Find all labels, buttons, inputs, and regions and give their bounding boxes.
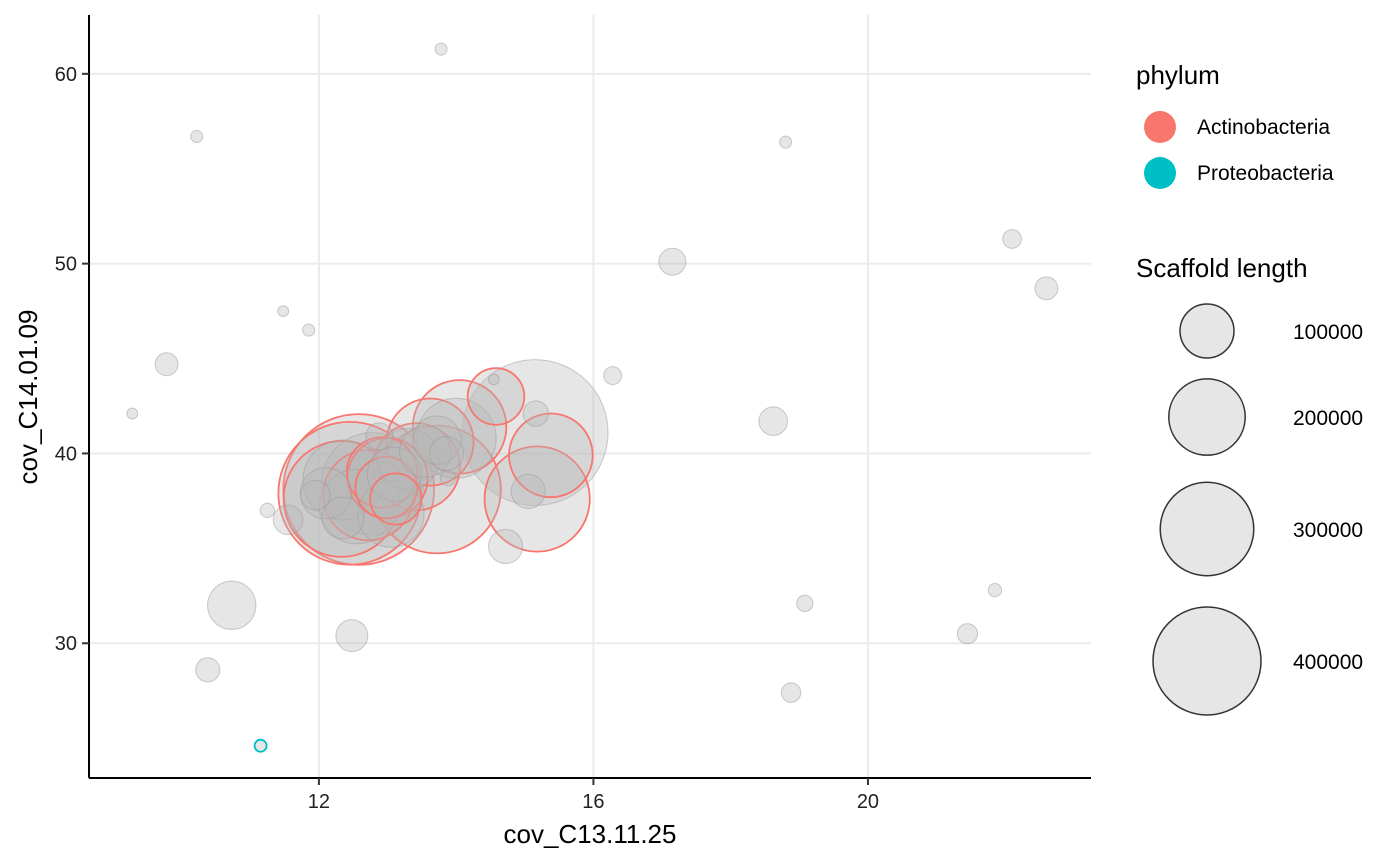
data-point <box>376 427 440 491</box>
legend-label-proteobacteria: Proteobacteria <box>1197 162 1334 185</box>
data-points <box>126 42 1059 753</box>
data-point <box>321 496 365 540</box>
legend-label-actinobacteria: Actinobacteria <box>1197 116 1330 139</box>
data-point <box>461 359 609 507</box>
data-point <box>796 594 814 612</box>
y-axis-ticks: 30 40 50 60 <box>55 64 89 655</box>
x-tick-label: 16 <box>582 791 604 813</box>
data-point <box>190 129 204 144</box>
data-point <box>658 247 687 276</box>
data-point <box>365 422 394 451</box>
legend-size-key <box>1179 303 1235 359</box>
data-point <box>154 352 179 377</box>
data-point <box>522 400 549 427</box>
data-point <box>987 582 1003 598</box>
legend-phylum: phylum Actinobacteria Proteobacteria <box>1136 60 1334 189</box>
data-point <box>758 406 789 436</box>
data-point <box>320 432 425 536</box>
data-point <box>956 623 979 645</box>
data-point <box>302 323 316 337</box>
data-point <box>779 135 793 149</box>
data-point <box>126 407 139 420</box>
data-point <box>195 657 221 683</box>
x-tick-label: 20 <box>857 791 879 813</box>
data-point <box>488 528 524 565</box>
data-point <box>510 473 546 509</box>
data-point <box>780 682 802 703</box>
data-point <box>259 502 276 519</box>
legend-size-key <box>1159 481 1255 577</box>
y-tick-label: 50 <box>55 254 77 276</box>
data-point <box>335 619 369 653</box>
legend-size-title: Scaffold length <box>1136 253 1308 283</box>
legend-scaffold-length: Scaffold length 100000 200000 300000 400000 <box>1136 253 1363 716</box>
data-point <box>508 412 594 499</box>
data-point <box>603 366 623 386</box>
data-point <box>439 469 457 487</box>
y-tick-label: 40 <box>55 443 77 465</box>
data-point <box>253 738 268 753</box>
data-point <box>277 305 290 317</box>
data-point <box>428 435 465 472</box>
data-point <box>488 373 500 386</box>
data-point <box>366 446 422 502</box>
legend-size-label: 400000 <box>1293 651 1363 674</box>
data-point <box>207 580 257 630</box>
legend-size-label: 100000 <box>1293 321 1363 344</box>
data-point <box>412 415 462 465</box>
x-tick-label: 12 <box>308 791 330 813</box>
y-axis-title: cov_C14.01.09 <box>13 310 43 485</box>
legend-size-key <box>1152 606 1262 716</box>
y-tick-label: 60 <box>55 64 77 86</box>
data-point <box>466 367 526 426</box>
legend-size-label: 300000 <box>1293 519 1363 542</box>
data-point <box>369 472 423 526</box>
x-axis-ticks: 12 16 20 <box>308 778 879 813</box>
data-point <box>385 397 475 487</box>
data-point <box>483 445 591 553</box>
y-tick-label: 30 <box>55 633 77 655</box>
data-point <box>1002 229 1022 249</box>
axes <box>88 15 1091 779</box>
data-point <box>1034 276 1059 301</box>
data-point <box>272 504 304 536</box>
x-axis-title: cov_C13.11.25 <box>504 819 677 849</box>
legend-size-label: 200000 <box>1293 407 1363 430</box>
legend-phylum-title: phylum <box>1136 60 1220 90</box>
data-point <box>415 397 497 479</box>
legend-size-key <box>1168 378 1246 456</box>
data-point <box>434 42 448 56</box>
legend-key-actinobacteria <box>1144 111 1176 143</box>
data-point <box>282 440 401 558</box>
grid-lines <box>89 15 1091 778</box>
data-point <box>300 479 331 511</box>
data-point <box>318 468 395 545</box>
legend-key-proteobacteria <box>1144 157 1176 189</box>
